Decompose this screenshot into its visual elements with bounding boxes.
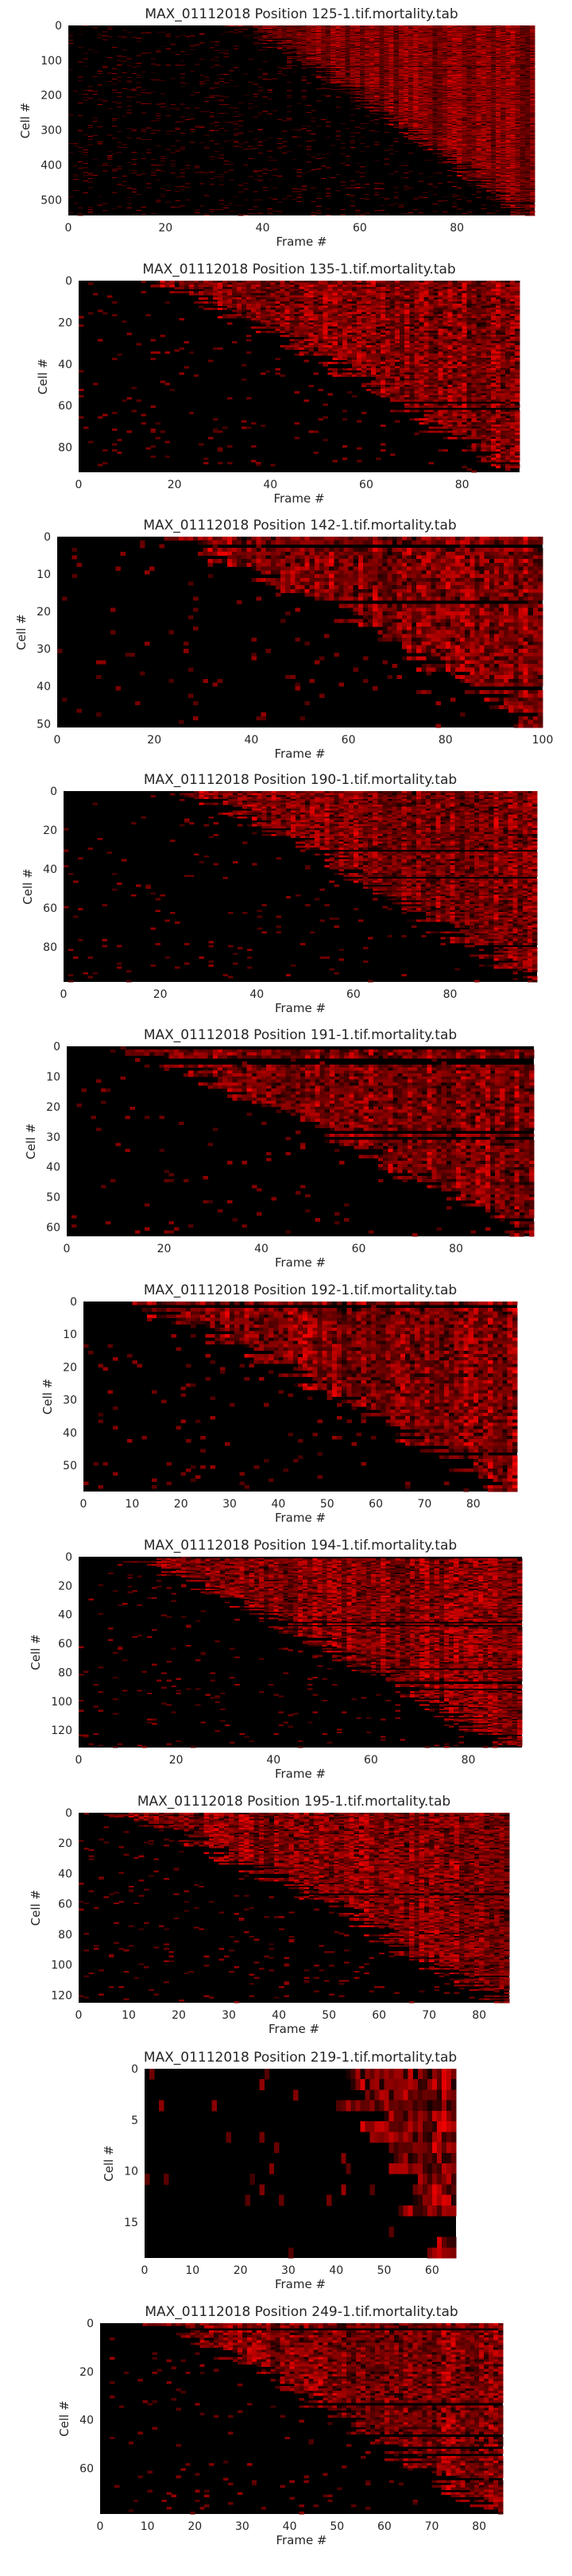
- heatmap-cell: [257, 26, 263, 27]
- heatmap-cell: [248, 26, 253, 27]
- heatmap-cell: [219, 26, 225, 27]
- heatmap-cell: [360, 25, 365, 26]
- heatmap-cell: [268, 31, 273, 32]
- heatmap-cell: [438, 28, 443, 29]
- heatmap-cell: [360, 26, 365, 27]
- heatmap-cell: [107, 27, 113, 28]
- heatmap-cell: [243, 27, 249, 28]
- heatmap-cell: [263, 31, 269, 32]
- heatmap-cell: [257, 28, 263, 29]
- heatmap-cell: [248, 27, 253, 28]
- heatmap-cell: [107, 26, 113, 27]
- heatmap-cell: [234, 26, 239, 27]
- heatmap-cell: [243, 26, 249, 27]
- heatmap-cell: [292, 25, 297, 26]
- heatmap-cell: [272, 29, 278, 30]
- heatmap-cell: [257, 31, 263, 32]
- heatmap-cell: [253, 27, 258, 28]
- heatmap-cell: [296, 26, 302, 27]
- heatmap-cell: [282, 30, 288, 31]
- heatmap-cell: [272, 31, 278, 32]
- heatmap-panel-1: MAX_01112018 Position 125-1.tif.mortalit…: [18, 6, 535, 249]
- heatmap-cell: [243, 29, 249, 30]
- heatmap-cell: [141, 26, 147, 27]
- heatmap-cell: [234, 30, 239, 31]
- heatmap-cell: [83, 25, 88, 26]
- heatmap-cell: [257, 30, 263, 31]
- heatmap-cell: [472, 27, 477, 28]
- chart-title: MAX_01112018 Position 125-1.tif.mortalit…: [145, 6, 458, 22]
- heatmap-cell: [229, 26, 234, 27]
- heatmap-cell: [238, 26, 244, 27]
- heatmap-cell: [224, 26, 230, 27]
- heatmap-cell: [93, 28, 99, 29]
- heatmap-cell: [122, 30, 127, 31]
